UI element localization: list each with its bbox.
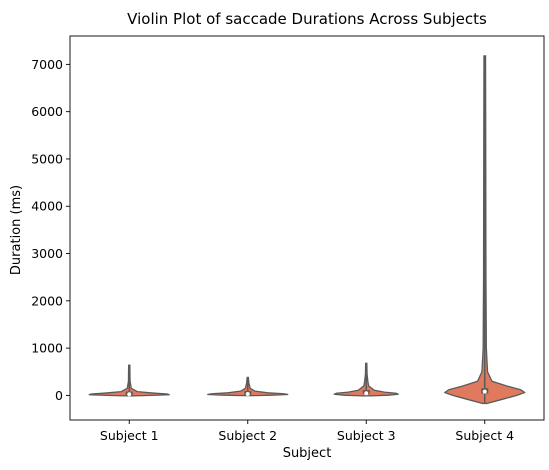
y-tick-label: 1000 xyxy=(31,341,63,356)
y-tick-label: 4000 xyxy=(31,199,63,214)
plot-area: 0 1000 2000 3000 4000 5000 6000 7000 Subject 1 Su… xyxy=(31,35,545,443)
y-axis-label: Duration (ms) xyxy=(9,185,24,275)
x-tick-label: Subject 3 xyxy=(337,428,396,443)
violin-median xyxy=(482,389,487,394)
y-tick-label: 2000 xyxy=(31,293,63,308)
y-tick-label: 5000 xyxy=(31,151,63,166)
y-tick-label: 6000 xyxy=(31,104,63,119)
x-tick-label: Subject 2 xyxy=(218,428,277,443)
x-tick-label: Subject 1 xyxy=(100,428,159,443)
y-tick-label: 3000 xyxy=(31,246,63,261)
plot-frame xyxy=(69,35,545,421)
x-tick-label: Subject 4 xyxy=(455,428,514,443)
x-axis-label: Subject xyxy=(283,446,332,461)
chart-title: Violin Plot of saccade Durations Across … xyxy=(127,10,487,28)
y-tick-label: 0 xyxy=(55,388,63,403)
violin-median xyxy=(127,392,132,397)
y-tick-label: 7000 xyxy=(31,57,63,72)
violin-median xyxy=(245,391,250,396)
violin-median xyxy=(364,391,369,396)
